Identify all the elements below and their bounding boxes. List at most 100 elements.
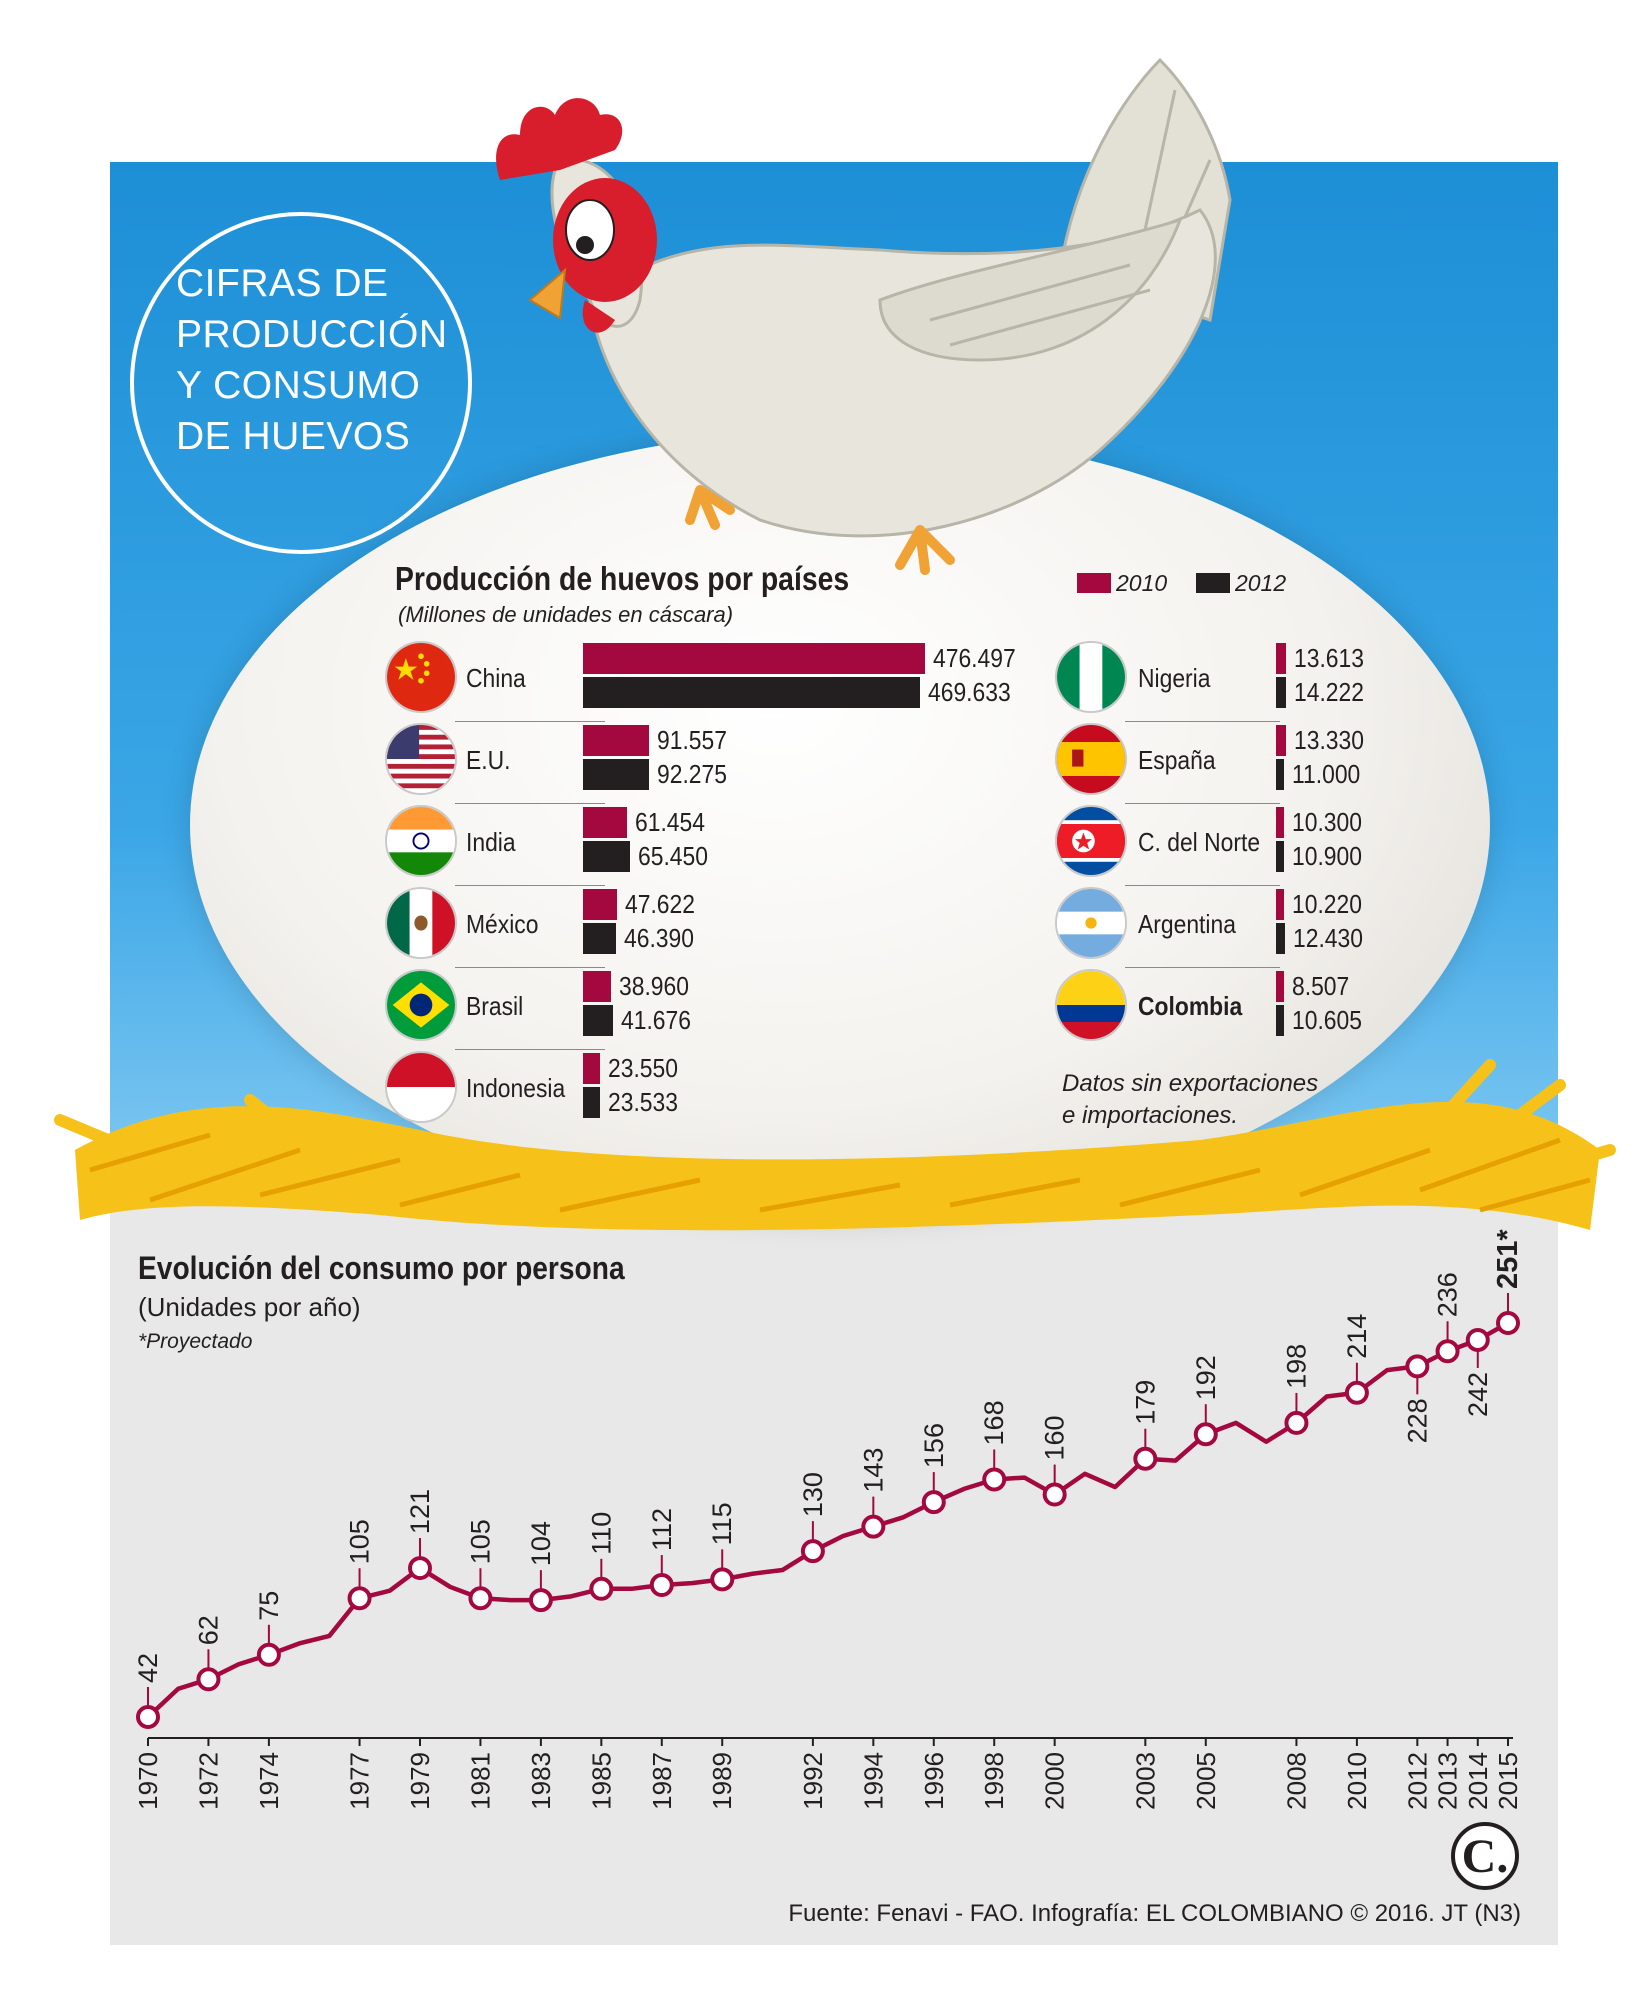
x-tick-label: 1977 (345, 1752, 375, 1810)
data-value-label: 198 (1281, 1344, 1311, 1389)
spain-flag-icon (1055, 723, 1127, 795)
consumption-note: *Proyectado (138, 1330, 253, 1353)
legend-label-2010: 2010 (1116, 570, 1168, 596)
bar-value-label: 47.622 (625, 889, 696, 919)
bar-2012 (1276, 841, 1284, 872)
x-tick-label: 1996 (919, 1752, 949, 1810)
country-label: India (466, 827, 516, 857)
data-point-marker (921, 1490, 946, 1515)
x-tick-label: 1974 (254, 1752, 284, 1810)
north-korea-flag-icon (1055, 805, 1127, 877)
data-point-marker (256, 1642, 281, 1667)
row-divider (1125, 885, 1280, 886)
data-value-label: 112 (647, 1508, 677, 1551)
x-tick-label: 1972 (193, 1752, 223, 1810)
bar-2012 (583, 1087, 600, 1118)
data-value-label: 105 (465, 1519, 495, 1564)
data-value-label: 115 (707, 1502, 737, 1545)
data-point-marker (347, 1586, 372, 1611)
x-tick-label: 1987 (647, 1752, 677, 1810)
title-line: CIFRAS DE (176, 262, 389, 305)
bar-value-label: 8.507 (1292, 971, 1350, 1001)
bar-value-label: 13.330 (1293, 725, 1364, 755)
x-tick-label: 2013 (1433, 1752, 1463, 1810)
x-tick-label: 1998 (979, 1752, 1009, 1810)
bar-value-label: 10.605 (1292, 1005, 1362, 1035)
bar-value-label: 469.633 (928, 677, 1011, 707)
x-tick-label: 1970 (133, 1752, 163, 1810)
row-divider (1125, 967, 1280, 968)
data-point-marker (1284, 1410, 1309, 1435)
x-tick-label: 2005 (1191, 1752, 1221, 1810)
consumption-subtitle: (Unidades por año) (138, 1292, 361, 1322)
x-tick-label: 1994 (858, 1752, 888, 1810)
row-divider (455, 885, 605, 886)
data-point-marker (1193, 1422, 1218, 1447)
bar-2012 (583, 1005, 613, 1036)
brazil-flag-icon (385, 969, 457, 1041)
bar-2012 (583, 759, 650, 790)
bar-2010 (583, 971, 611, 1002)
legend: 2010 2012 (1077, 570, 1286, 597)
consumption-title: Evolución del consumo por persona (138, 1250, 625, 1286)
page-title: CIFRAS DE PRODUCCIÓN Y CONSUMO DE HUEVOS (176, 258, 448, 462)
production-subtitle: (Millones de unidades en cáscara) (398, 602, 734, 627)
bar-2010 (1276, 725, 1286, 756)
data-point-marker (649, 1573, 674, 1598)
india-flag-icon (385, 805, 457, 877)
data-point-marker (710, 1567, 735, 1592)
country-label: México (466, 909, 539, 939)
data-point-marker (1496, 1311, 1520, 1335)
bar-2010 (583, 725, 649, 756)
bar-value-label: 65.450 (637, 841, 708, 871)
nigeria-flag-icon (1055, 641, 1127, 713)
bar-value-label: 12.430 (1292, 923, 1363, 953)
data-point-marker (408, 1556, 432, 1581)
data-value-label: 228 (1402, 1398, 1432, 1443)
x-tick-label: 1983 (526, 1752, 556, 1810)
data-point-marker (468, 1586, 493, 1611)
bar-2010 (583, 643, 925, 674)
data-value-label: 62 (193, 1615, 223, 1645)
bar-2012 (583, 841, 630, 872)
bar-2012 (583, 677, 921, 708)
note-line: Datos sin exportaciones (1062, 1070, 1319, 1097)
data-value-label: 160 (1040, 1415, 1070, 1460)
bar-2010 (1276, 889, 1284, 920)
data-point-marker (861, 1514, 886, 1539)
row-divider (1125, 803, 1280, 804)
bar-2010 (583, 1053, 600, 1084)
x-tick-label: 2008 (1281, 1752, 1311, 1810)
bar-2010 (1276, 971, 1284, 1002)
production-note: Datos sin exportaciones e importaciones. (1062, 1068, 1318, 1132)
legend-swatch-2010 (1077, 573, 1111, 593)
data-value-label: 156 (919, 1423, 949, 1468)
note-line: e importaciones. (1062, 1102, 1239, 1129)
data-value-label: 42 (133, 1653, 163, 1683)
data-point-marker (1133, 1446, 1158, 1471)
data-value-label: 251* (1492, 1229, 1524, 1289)
bar-value-label: 91.557 (656, 725, 727, 755)
bar-value-label: 10.900 (1292, 841, 1362, 871)
title-line: DE HUEVOS (176, 415, 411, 458)
bar-2012 (583, 923, 617, 954)
row-divider (455, 721, 605, 722)
legend-label-2012: 2012 (1234, 570, 1287, 596)
production-title: Producción de huevos por países (395, 560, 850, 597)
country-label: Nigeria (1138, 663, 1211, 693)
country-label: Brasil (466, 991, 524, 1021)
bar-value-label: 11.000 (1292, 759, 1361, 789)
data-value-label: 110 (586, 1512, 616, 1555)
data-value-label: 242 (1463, 1372, 1493, 1417)
data-point-marker (196, 1667, 221, 1692)
x-tick-label: 1981 (465, 1752, 495, 1810)
x-tick-label: 2015 (1493, 1752, 1523, 1810)
china-flag-icon (385, 641, 457, 713)
bar-value-label: 13.613 (1293, 643, 1364, 673)
bar-2012 (1276, 1005, 1284, 1036)
row-divider (1125, 721, 1280, 722)
bar-2012 (1276, 677, 1287, 708)
x-tick-label: 1979 (405, 1752, 435, 1810)
